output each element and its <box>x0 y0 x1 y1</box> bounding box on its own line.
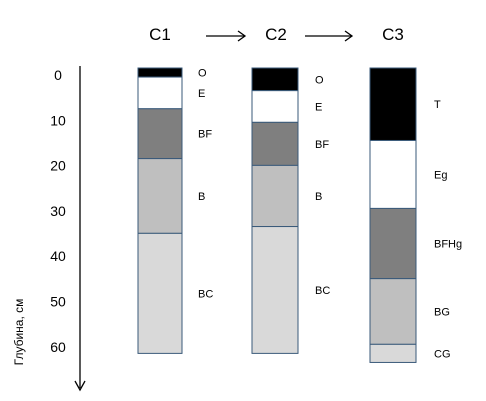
horizon-c2-e <box>251 90 299 123</box>
horizon-c3-cg <box>369 343 417 363</box>
horizon-label-c3-eg: Eg <box>434 169 447 181</box>
horizon-label-c1-bc: BC <box>198 288 213 300</box>
profile-title-c2: C2 <box>265 25 287 44</box>
horizon-label-c2-bc: BC <box>315 285 330 297</box>
horizon-c1-e <box>137 76 183 110</box>
horizon-label-c2-bf: BF <box>315 139 329 151</box>
horizon-c1-bf <box>137 108 183 160</box>
depth-tick-label: 10 <box>50 112 66 128</box>
depth-tick-label: 30 <box>50 203 66 219</box>
sequence-arrow-head-1 <box>237 30 247 42</box>
horizon-c2-o <box>251 67 299 92</box>
horizon-c2-b <box>251 164 299 228</box>
depth-tick-label: 60 <box>50 339 66 355</box>
depth-tick-label: 0 <box>54 67 62 83</box>
sequence-arrow-head-2 <box>344 30 354 42</box>
horizon-c1-b <box>137 158 183 234</box>
horizon-c3-bg <box>369 278 417 345</box>
horizon-c2-bc <box>251 226 299 354</box>
horizon-c3-bfhg <box>369 207 417 280</box>
horizon-label-c3-bfhg: BFHg <box>434 239 462 251</box>
horizon-label-c2-o: O <box>315 74 324 86</box>
horizon-label-c2-b: B <box>315 191 322 203</box>
horizon-label-c2-e: E <box>315 102 322 114</box>
horizon-c3-eg <box>369 139 417 209</box>
horizon-c3-t <box>369 67 417 141</box>
depth-axis-arrowhead <box>74 380 86 392</box>
depth-tick-label: 20 <box>50 158 66 174</box>
horizon-label-c1-b: B <box>198 191 205 203</box>
depth-tick-label: 50 <box>50 294 66 310</box>
profile-title-c3: C3 <box>382 25 404 44</box>
horizon-c1-bc <box>137 232 183 354</box>
horizon-label-c1-e: E <box>198 88 205 100</box>
horizon-label-c3-cg: CG <box>434 348 451 360</box>
horizon-label-c1-o: O <box>198 68 207 80</box>
profile-title-c1: C1 <box>149 25 171 44</box>
horizon-label-c3-t: T <box>434 99 441 111</box>
horizon-label-c3-bg: BG <box>434 306 450 318</box>
horizon-label-c1-bf: BF <box>198 129 212 141</box>
depth-axis-label: Глубина, см <box>12 299 26 366</box>
depth-tick-label: 40 <box>50 248 66 264</box>
horizon-c2-bf <box>251 121 299 166</box>
horizon-c1-o <box>137 67 183 78</box>
